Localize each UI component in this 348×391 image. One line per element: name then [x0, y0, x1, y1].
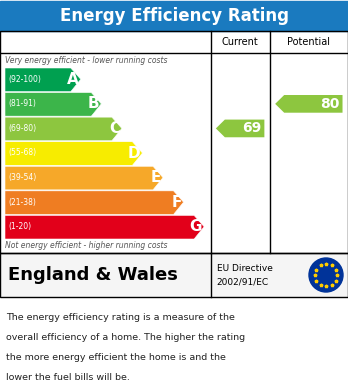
- Text: Very energy efficient - lower running costs: Very energy efficient - lower running co…: [5, 56, 167, 65]
- Text: (81-91): (81-91): [8, 99, 36, 108]
- Polygon shape: [5, 117, 122, 141]
- Polygon shape: [5, 93, 101, 116]
- Text: C: C: [109, 121, 120, 136]
- Text: F: F: [171, 195, 182, 210]
- Polygon shape: [5, 215, 204, 239]
- Text: (21-38): (21-38): [8, 197, 36, 206]
- Text: D: D: [128, 145, 141, 160]
- Polygon shape: [216, 120, 264, 137]
- Text: (1-20): (1-20): [8, 222, 31, 231]
- Text: EU Directive: EU Directive: [216, 264, 272, 273]
- Text: lower the fuel bills will be.: lower the fuel bills will be.: [6, 373, 130, 382]
- Text: E: E: [151, 170, 161, 185]
- Text: overall efficiency of a home. The higher the rating: overall efficiency of a home. The higher…: [6, 332, 245, 341]
- Text: The energy efficiency rating is a measure of the: The energy efficiency rating is a measur…: [6, 312, 235, 321]
- Polygon shape: [5, 68, 81, 91]
- Text: 2002/91/EC: 2002/91/EC: [216, 278, 269, 287]
- Text: (69-80): (69-80): [8, 124, 36, 133]
- Text: the more energy efficient the home is and the: the more energy efficient the home is an…: [6, 353, 226, 362]
- Text: Current: Current: [222, 37, 259, 47]
- Polygon shape: [5, 142, 142, 165]
- Text: England & Wales: England & Wales: [8, 266, 178, 284]
- Text: B: B: [88, 96, 99, 111]
- Text: 69: 69: [242, 122, 261, 135]
- Polygon shape: [5, 191, 183, 214]
- Bar: [0, 253, 348, 297]
- Text: (55-68): (55-68): [8, 149, 36, 158]
- Bar: [0, 1, 348, 31]
- Text: Not energy efficient - higher running costs: Not energy efficient - higher running co…: [5, 241, 167, 250]
- Polygon shape: [275, 95, 342, 113]
- Text: Energy Efficiency Rating: Energy Efficiency Rating: [60, 7, 288, 25]
- Circle shape: [309, 258, 343, 292]
- Text: 80: 80: [320, 97, 340, 111]
- Text: A: A: [67, 72, 79, 87]
- Text: (39-54): (39-54): [8, 173, 36, 182]
- Text: (92-100): (92-100): [8, 75, 41, 84]
- Text: G: G: [190, 219, 202, 234]
- Polygon shape: [5, 166, 163, 190]
- Bar: [0, 31, 348, 253]
- Text: Potential: Potential: [287, 37, 330, 47]
